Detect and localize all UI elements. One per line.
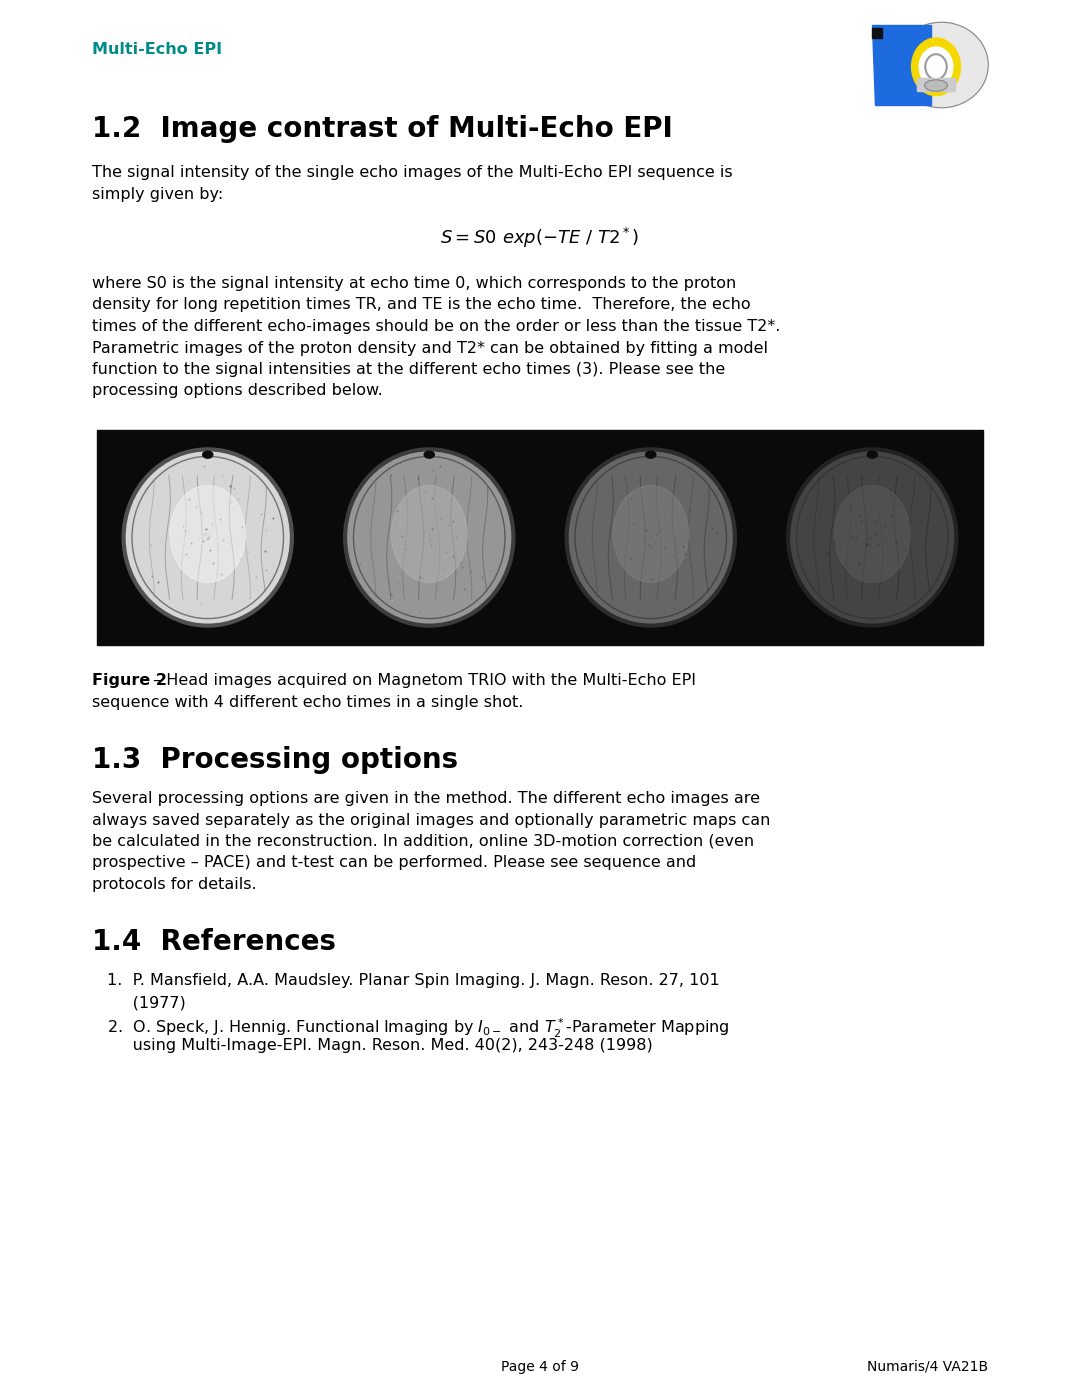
- Ellipse shape: [912, 38, 960, 95]
- Ellipse shape: [170, 486, 245, 583]
- Ellipse shape: [924, 80, 947, 91]
- Ellipse shape: [894, 22, 988, 108]
- Text: sequence with 4 different echo times in a single shot.: sequence with 4 different echo times in …: [92, 694, 524, 710]
- Text: be calculated in the reconstruction. In addition, online 3D-motion correction (e: be calculated in the reconstruction. In …: [92, 834, 754, 849]
- Ellipse shape: [835, 486, 910, 583]
- Text: – Head images acquired on Magnetom TRIO with the Multi-Echo EPI: – Head images acquired on Magnetom TRIO …: [148, 673, 696, 687]
- Bar: [932, 60, 941, 70]
- Text: function to the signal intensities at the different echo times (3). Please see t: function to the signal intensities at th…: [92, 362, 726, 377]
- Bar: [872, 28, 882, 38]
- Text: Numaris/4 VA21B: Numaris/4 VA21B: [867, 1361, 988, 1375]
- Ellipse shape: [788, 450, 957, 626]
- Ellipse shape: [123, 450, 292, 626]
- Text: Figure 2: Figure 2: [92, 673, 167, 687]
- Text: 1.  P. Mansfield, A.A. Maudsley. Planar Spin Imaging. J. Magn. Reson. 27, 101: 1. P. Mansfield, A.A. Maudsley. Planar S…: [107, 974, 719, 989]
- Text: Parametric images of the proton density and T2* can be obtained by fitting a mod: Parametric images of the proton density …: [92, 341, 768, 355]
- Text: simply given by:: simply given by:: [92, 187, 224, 201]
- Ellipse shape: [867, 451, 877, 458]
- Text: times of the different echo-images should be on the order or less than the tissu: times of the different echo-images shoul…: [92, 319, 781, 334]
- Text: protocols for details.: protocols for details.: [92, 877, 257, 893]
- Ellipse shape: [391, 486, 468, 583]
- Text: Page 4 of 9: Page 4 of 9: [501, 1361, 579, 1375]
- Text: (1977): (1977): [107, 995, 186, 1010]
- Text: processing options described below.: processing options described below.: [92, 384, 382, 398]
- Ellipse shape: [203, 451, 213, 458]
- Text: Multi-Echo EPI: Multi-Echo EPI: [92, 42, 222, 57]
- Bar: [97, 430, 983, 645]
- Ellipse shape: [919, 47, 953, 87]
- Bar: [917, 78, 955, 91]
- Text: always saved separately as the original images and optionally parametric maps ca: always saved separately as the original …: [92, 813, 770, 827]
- Text: $S = S0\ \mathit{exp}(-\mathit{TE}\ /\ T2^*)$: $S = S0\ \mathit{exp}(-\mathit{TE}\ /\ T…: [441, 226, 639, 250]
- Ellipse shape: [646, 451, 656, 458]
- Text: density for long repetition times TR, and TE is the echo time.  Therefore, the e: density for long repetition times TR, an…: [92, 298, 751, 313]
- Text: using Multi-Image-EPI. Magn. Reson. Med. 40(2), 243-248 (1998): using Multi-Image-EPI. Magn. Reson. Med.…: [107, 1038, 652, 1053]
- Text: Several processing options are given in the method. The different echo images ar: Several processing options are given in …: [92, 791, 760, 806]
- Text: The signal intensity of the single echo images of the Multi-Echo EPI sequence is: The signal intensity of the single echo …: [92, 165, 732, 180]
- Text: 1.2  Image contrast of Multi-Echo EPI: 1.2 Image contrast of Multi-Echo EPI: [92, 115, 673, 142]
- Text: where S0 is the signal intensity at echo time 0, which corresponds to the proton: where S0 is the signal intensity at echo…: [92, 277, 737, 291]
- Ellipse shape: [612, 486, 689, 583]
- Text: prospective – PACE) and t-test can be performed. Please see sequence and: prospective – PACE) and t-test can be pe…: [92, 855, 697, 870]
- Text: 2.  O. Speck, J. Hennig. Functional Imaging by $I_{0-}$ and $T_2^*$-Parameter Ma: 2. O. Speck, J. Hennig. Functional Imagi…: [107, 1017, 730, 1039]
- Ellipse shape: [567, 450, 734, 626]
- Ellipse shape: [424, 451, 434, 458]
- Ellipse shape: [346, 450, 513, 626]
- Text: 1.3  Processing options: 1.3 Processing options: [92, 746, 458, 774]
- Polygon shape: [872, 25, 931, 105]
- Text: 1.4  References: 1.4 References: [92, 929, 336, 957]
